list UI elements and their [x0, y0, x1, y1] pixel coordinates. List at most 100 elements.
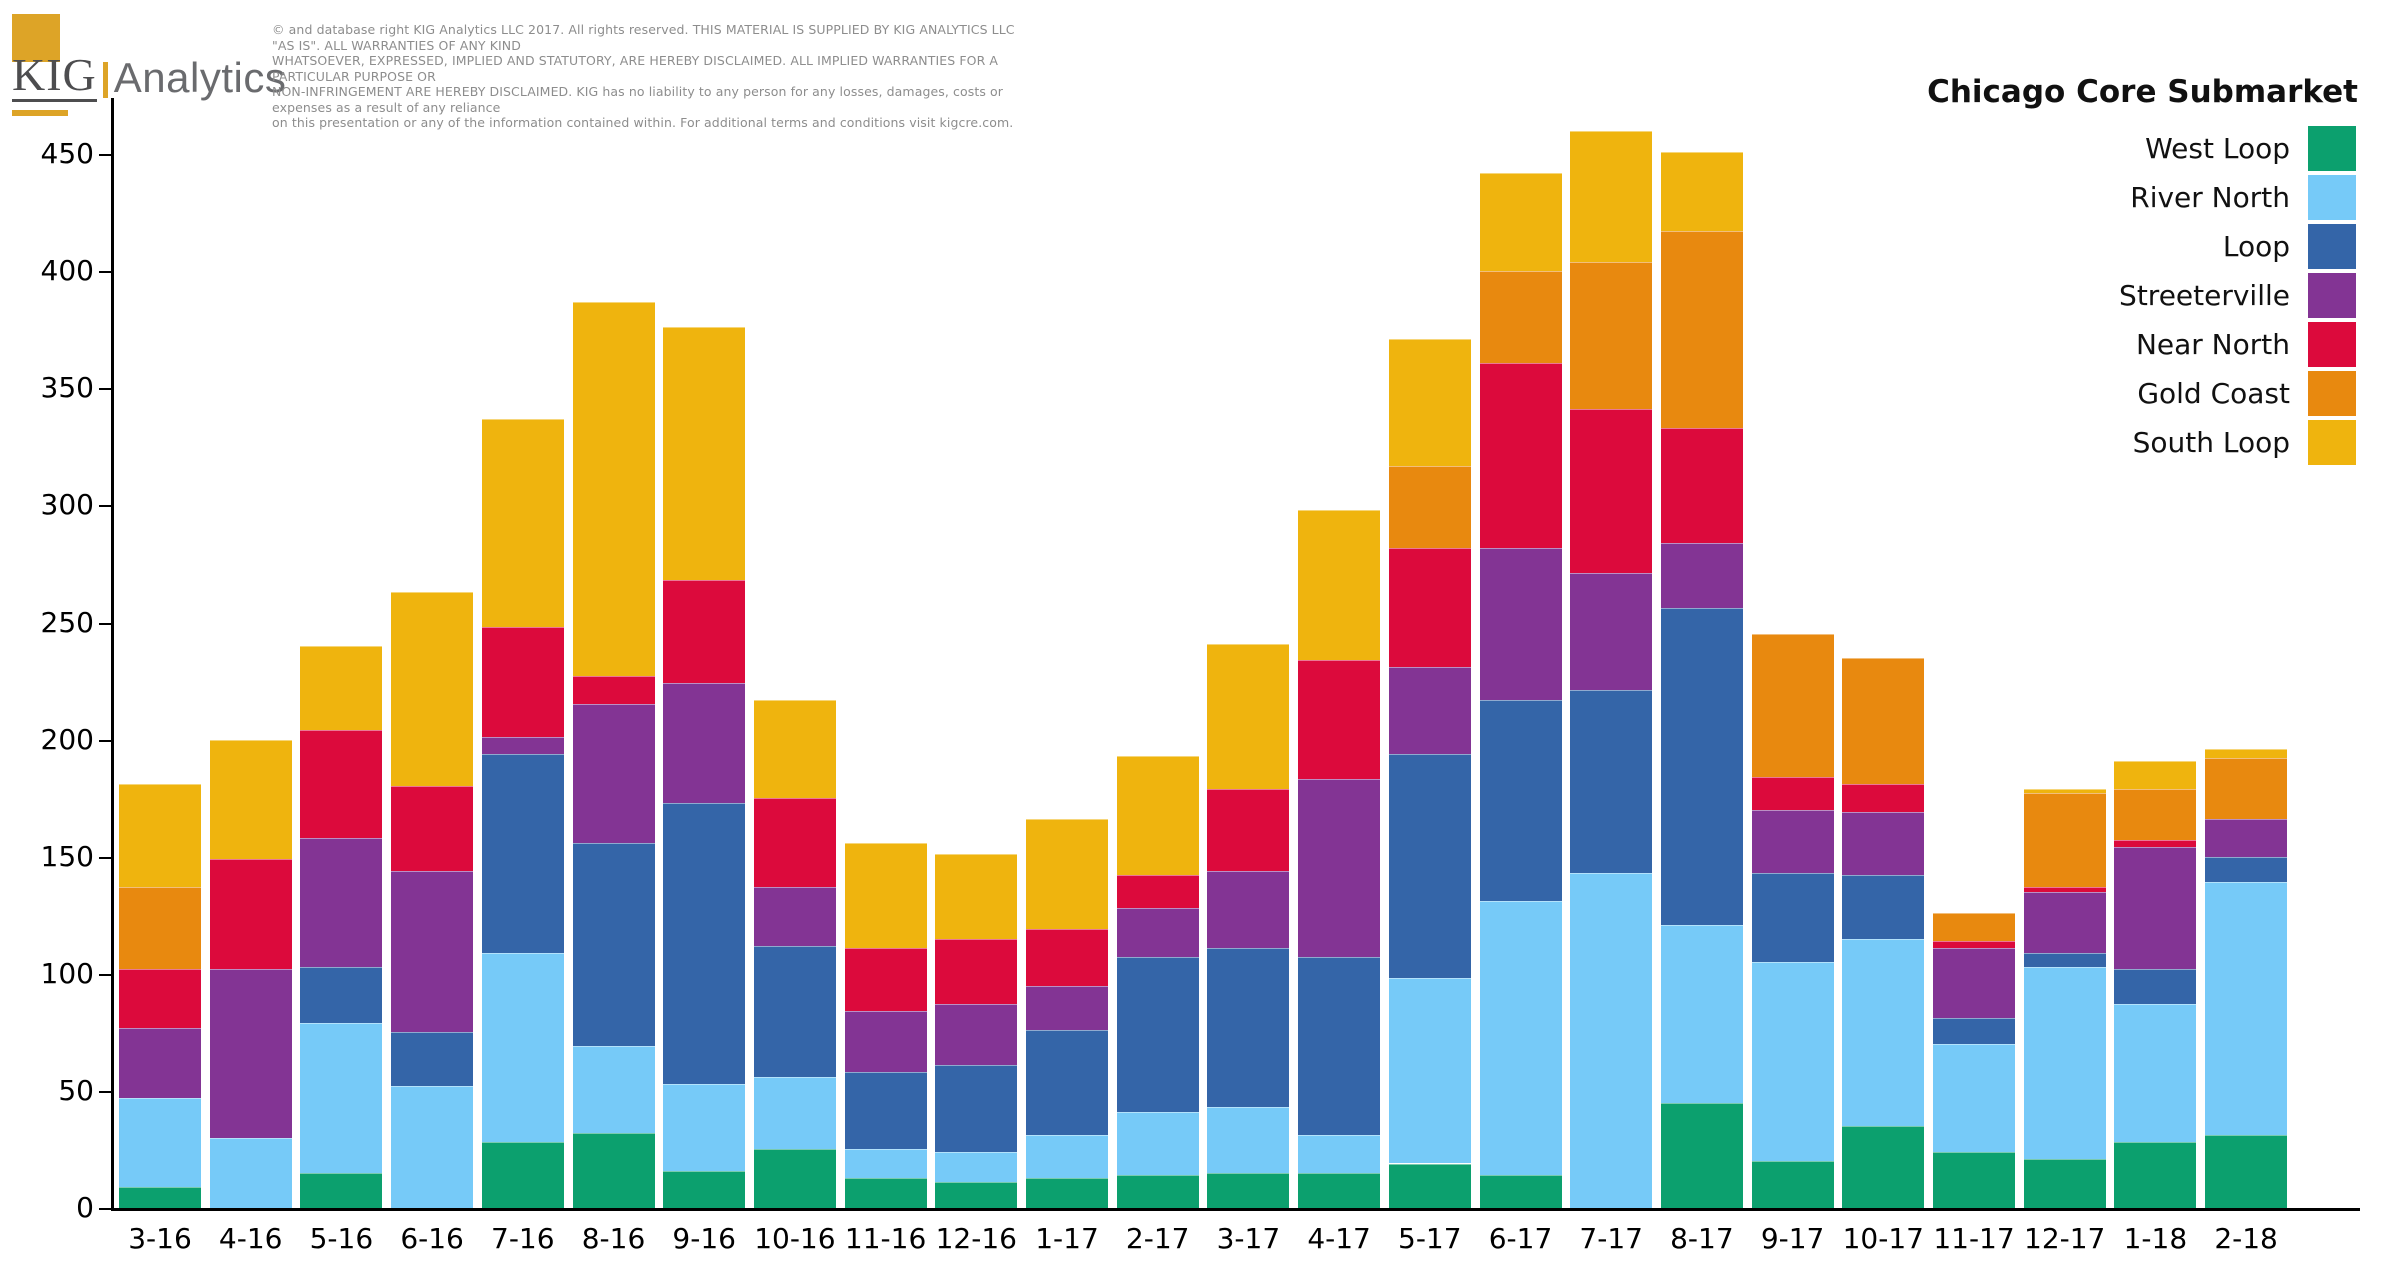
bar-segment-near-north [1298, 659, 1381, 780]
bar-segment-river-north [844, 1149, 927, 1178]
bar-segment-west-loop [572, 1133, 655, 1208]
bar-segment-loop [1298, 957, 1381, 1136]
bar-segment-river-north [935, 1151, 1018, 1183]
disclaimer-line: NON-INFRINGEMENT ARE HEREBY DISCLAIMED. … [272, 84, 1004, 115]
bar-segment-near-north [1207, 788, 1290, 871]
bar-segment-south-loop [391, 592, 474, 787]
bar-segment-west-loop [1207, 1172, 1290, 1208]
legend-swatch-icon [2308, 175, 2356, 220]
bar-segment-loop [1116, 957, 1199, 1112]
y-tick-mark [99, 271, 111, 274]
bar-segment-west-loop [1660, 1102, 1743, 1208]
bar-segment-west-loop [1933, 1151, 2015, 1208]
legend-swatch-icon [2308, 224, 2356, 269]
legend-label: Near North [2135, 328, 2290, 361]
bar-segment-near-north [2023, 887, 2106, 892]
bar-segment-loop [1660, 608, 1743, 925]
bar-segment-loop [300, 966, 383, 1023]
bar-segment-near-north [844, 948, 927, 1012]
bar-segment-streeterville [844, 1011, 927, 1073]
legend-swatch-icon [2308, 126, 2356, 171]
bar-segment-west-loop [1388, 1163, 1471, 1208]
bar-segment-loop [1933, 1018, 2015, 1045]
bar-segment-river-north [1026, 1135, 1108, 1178]
bar-segment-loop [844, 1072, 927, 1150]
y-tick-label: 200 [40, 722, 94, 756]
x-tick-label: 6-16 [400, 1222, 464, 1255]
bar-segment-streeterville [300, 837, 383, 967]
bar-segment-river-north [481, 952, 564, 1143]
y-tick-mark [99, 388, 111, 391]
bar-segment-river-north [1116, 1111, 1199, 1176]
legend-label: South Loop [2132, 426, 2290, 459]
bar-segment-south-loop [572, 301, 655, 677]
bar-segment-near-north [1026, 929, 1108, 986]
y-tick-label: 150 [40, 839, 94, 873]
x-tick-label: 12-16 [935, 1222, 1017, 1255]
bar-segment-west-loop [1842, 1126, 1925, 1208]
bar-segment-south-loop [844, 842, 927, 949]
disclaimer-line: © and database right KIG Analytics LLC 2… [272, 22, 1015, 53]
x-tick-label: 9-16 [672, 1222, 736, 1255]
x-tick-label: 12-17 [2024, 1222, 2106, 1255]
bar-segment-river-north [1207, 1107, 1290, 1173]
x-tick-label: 7-16 [491, 1222, 555, 1255]
bar-segment-south-loop [209, 739, 292, 860]
copyright-disclaimer: © and database right KIG Analytics LLC 2… [272, 22, 1032, 131]
bar-segment-loop [2023, 952, 2106, 967]
bar-segment-river-north [663, 1083, 746, 1171]
y-axis-line [111, 98, 114, 1211]
bar-segment-streeterville [209, 969, 292, 1138]
bar-segment-near-north [1570, 409, 1653, 574]
bar-segment-south-loop [1479, 172, 1562, 272]
logo-analytics-text: Analytics [113, 54, 287, 101]
bar-segment-streeterville [663, 683, 746, 803]
x-tick-label: 1-17 [1035, 1222, 1099, 1255]
bar-segment-west-loop [1116, 1175, 1199, 1208]
bar-segment-streeterville [2114, 847, 2197, 970]
bar-segment-gold-coast [1933, 912, 2015, 941]
bar-segment-west-loop [1751, 1161, 1834, 1208]
x-tick-label: 11-16 [844, 1222, 927, 1255]
bar-segment-west-loop [1026, 1177, 1108, 1208]
bar-segment-loop [753, 945, 836, 1077]
bar-segment-river-north [119, 1097, 201, 1187]
bar-segment-west-loop [663, 1170, 746, 1208]
bar-segment-near-north [1660, 428, 1743, 543]
bar-segment-south-loop [2205, 748, 2288, 759]
bar-segment-near-north [1388, 547, 1471, 667]
bar-segment-loop [663, 802, 746, 1084]
bar-segment-near-north [1751, 777, 1834, 810]
kig-analytics-logo: KIG Analytics [12, 14, 286, 116]
bar-segment-loop [1842, 875, 1925, 939]
bar-segment-loop [391, 1032, 474, 1087]
bar-segment-gold-coast [2205, 758, 2288, 820]
bar-segment-south-loop [1026, 819, 1108, 930]
x-tick-label: 10-17 [1842, 1222, 1924, 1255]
bar-segment-streeterville [1207, 870, 1290, 949]
bar-segment-river-north [209, 1137, 292, 1208]
bar-segment-river-north [300, 1022, 383, 1173]
legend-label: Gold Coast [2137, 377, 2290, 410]
bar-segment-loop [1570, 690, 1653, 874]
bar-segment-west-loop [1479, 1175, 1562, 1208]
bar-segment-streeterville [1570, 573, 1653, 691]
bar-segment-loop [1026, 1030, 1108, 1136]
bar-segment-river-north [2023, 966, 2106, 1159]
y-tick-label: 100 [40, 956, 94, 990]
x-tick-label: 8-17 [1670, 1222, 1734, 1255]
bar-segment-west-loop [935, 1182, 1018, 1208]
legend-swatch-icon [2308, 273, 2356, 318]
bar-segment-river-north [2114, 1004, 2197, 1143]
bar-segment-streeterville [481, 737, 564, 754]
bar-segment-streeterville [1933, 948, 2015, 1019]
logo-kig-text: KIG [12, 49, 97, 102]
bar-segment-loop [481, 753, 564, 953]
logo-gold-underline [12, 110, 68, 116]
bar-segment-streeterville [119, 1027, 201, 1098]
bar-segment-south-loop [1298, 510, 1381, 660]
bar-segment-streeterville [391, 870, 474, 1033]
bar-segment-near-north [119, 969, 201, 1028]
bar-segment-streeterville [572, 704, 655, 843]
bar-segment-south-loop [2114, 760, 2197, 789]
